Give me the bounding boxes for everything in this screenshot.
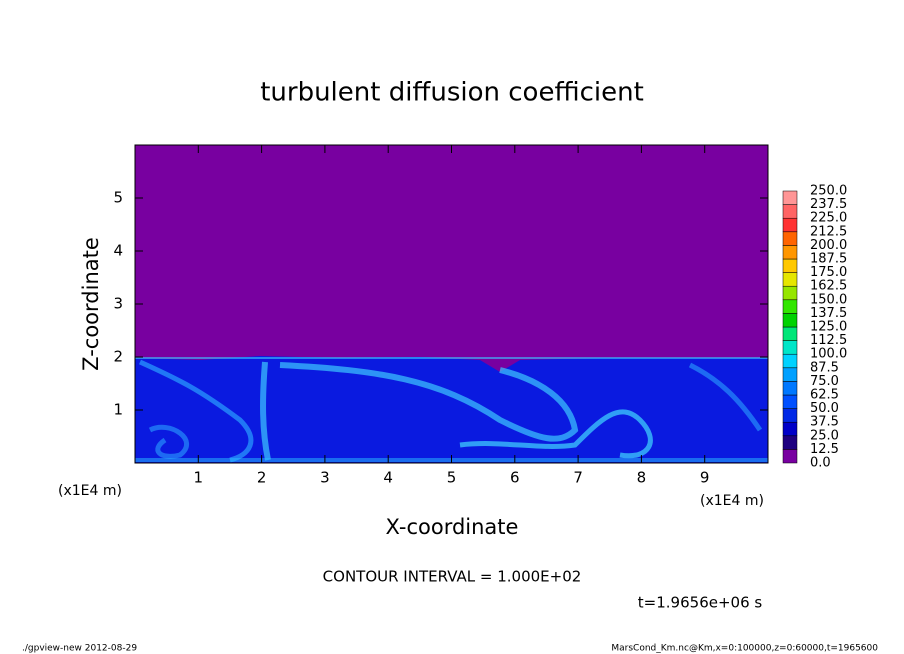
field-swirl (688, 362, 763, 432)
colorbar-label: 212.5 (810, 224, 847, 239)
colorbar-label: 225.0 (810, 211, 847, 226)
colorbar-label: 187.5 (810, 252, 847, 267)
colorbar-box (782, 449, 798, 464)
colorbar-label: 250.0 (810, 184, 847, 199)
footer-left: ./gpview-new 2012-08-29 (22, 644, 137, 654)
colorbar-box (782, 217, 798, 233)
x-unit-label-right: (x1E4 m) (700, 493, 764, 509)
colorbar-box (782, 258, 798, 273)
colorbar-label: 137.5 (810, 306, 847, 321)
colorbar-box (782, 272, 798, 287)
colorbar-box (782, 435, 798, 450)
colorbar-label: 100.0 (810, 347, 847, 362)
colorbar-box (782, 326, 798, 341)
x-tick-label: 3 (320, 469, 330, 487)
colorbar-label: 162.5 (810, 279, 847, 294)
field-swirl (148, 424, 189, 459)
colorbar-box (782, 367, 798, 382)
colorbar-box (782, 245, 798, 260)
colorbar-box (782, 353, 798, 369)
field-swirl (279, 362, 579, 442)
y-axis-label: Z-coordinate (79, 237, 103, 371)
x-tick-label: 4 (383, 469, 393, 487)
x-tick-label: 8 (637, 469, 647, 487)
field-swirl (459, 409, 653, 459)
field-swirl (138, 359, 254, 463)
field-swirl (260, 361, 271, 461)
y-tick-label: 4 (113, 242, 123, 260)
colorbar-label: 237.5 (810, 197, 847, 212)
x-unit-label-left: (x1E4 m) (58, 483, 122, 499)
y-tick-label: 1 (113, 401, 123, 419)
x-tick-label: 5 (447, 469, 457, 487)
field-lower (135, 356, 768, 463)
colorbar-label: 0.0 (810, 456, 831, 471)
y-tick-label: 2 (113, 348, 123, 366)
field (135, 145, 768, 463)
colorbar-label: 62.5 (810, 388, 839, 403)
colorbar-box (782, 421, 798, 437)
colorbar-label: 200.0 (810, 238, 847, 253)
x-tick-label: 6 (510, 469, 520, 487)
colorbar-label: 25.0 (810, 428, 839, 443)
colorbar-box (782, 394, 798, 409)
colorbar-label: 37.5 (810, 415, 839, 430)
colorbar-box (782, 340, 798, 355)
x-tick-label: 2 (257, 469, 267, 487)
colorbar-label: 12.5 (810, 442, 839, 457)
colorbar-box (782, 285, 798, 301)
time-label: t=1.9656e+06 s (638, 594, 763, 612)
footer-right: MarsCond_Km.nc@Km,x=0:100000,z=0:60000,t… (611, 644, 878, 654)
y-tick-label: 3 (113, 295, 123, 313)
colorbar-label: 125.0 (810, 320, 847, 335)
colorbar-box (782, 299, 798, 314)
y-tick-label: 5 (113, 189, 123, 207)
x-tick-label: 1 (194, 469, 204, 487)
chart-title: turbulent diffusion coefficient (260, 78, 644, 108)
contour-interval: CONTOUR INTERVAL = 1.000E+02 (323, 568, 582, 586)
colorbar-label: 112.5 (810, 333, 847, 348)
colorbar-box (782, 313, 798, 328)
colorbar-box (782, 381, 798, 396)
colorbar-box (782, 204, 798, 219)
colorbar-label: 150.0 (810, 292, 847, 307)
colorbar-box (782, 408, 798, 423)
colorbar-label: 175.0 (810, 265, 847, 280)
colorbar-label: 87.5 (810, 360, 839, 375)
colorbar-box (782, 231, 798, 246)
x-tick-label: 7 (573, 469, 583, 487)
x-axis-label: X-coordinate (386, 515, 519, 539)
x-tick-label: 9 (700, 469, 710, 487)
colorbar-box (782, 190, 798, 205)
colorbar-label: 75.0 (810, 374, 839, 389)
colorbar-label: 50.0 (810, 401, 839, 416)
